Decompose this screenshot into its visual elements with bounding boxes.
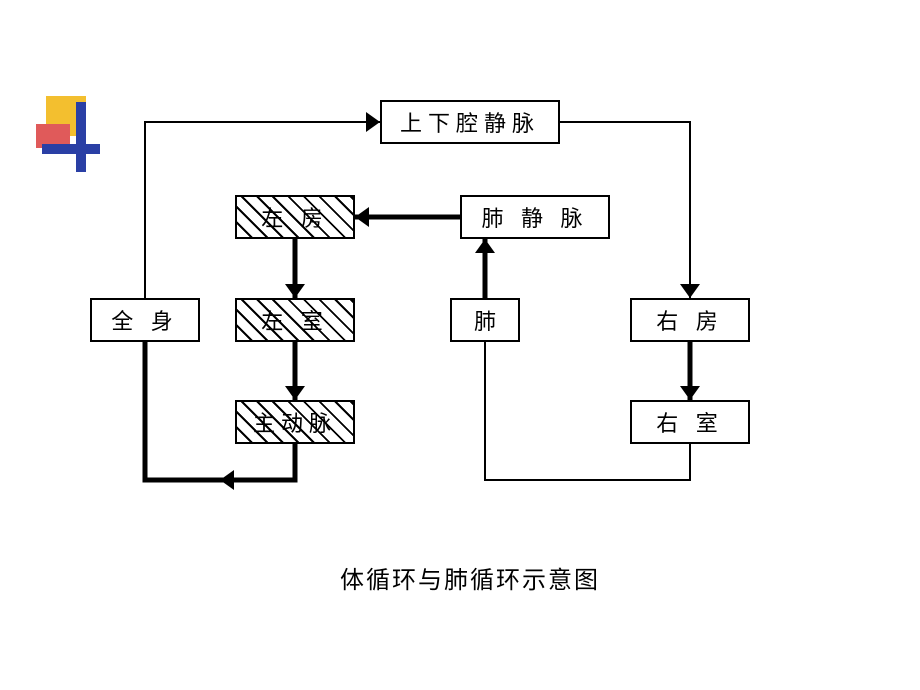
diagram-caption: 体循环与肺循环示意图 [340,560,600,595]
logo-blue-vbar [76,102,86,172]
label-right-atrium: 右 房 [656,304,724,336]
node-lungs: 肺 [450,298,520,342]
label-left-vent: 左 室 [259,304,331,336]
node-left-ventricle: 左 室 [235,298,355,342]
diagram-stage: 上下腔静脉 左 房 肺 静 脉 全 身 左 室 肺 右 房 主动脉 右 室 体循… [0,0,920,690]
node-whole-body: 全 身 [90,298,200,342]
label-whole-body: 全 身 [111,304,179,336]
label-pulm-vein: 肺 静 脉 [481,201,588,233]
logo-blue-hbar [42,144,100,154]
slide-logo [36,96,106,176]
label-aorta: 主动脉 [251,406,339,438]
node-right-atrium: 右 房 [630,298,750,342]
node-pulmonary-vein: 肺 静 脉 [460,195,610,239]
node-aorta: 主动脉 [235,400,355,444]
node-vena-cava: 上下腔静脉 [380,100,560,144]
node-right-ventricle: 右 室 [630,400,750,444]
label-right-vent: 右 室 [656,406,724,438]
node-left-atrium: 左 房 [235,195,355,239]
label-left-atrium: 左 房 [259,201,331,233]
label-vena-cava: 上下腔静脉 [400,106,540,138]
label-lungs: 肺 [474,304,496,336]
